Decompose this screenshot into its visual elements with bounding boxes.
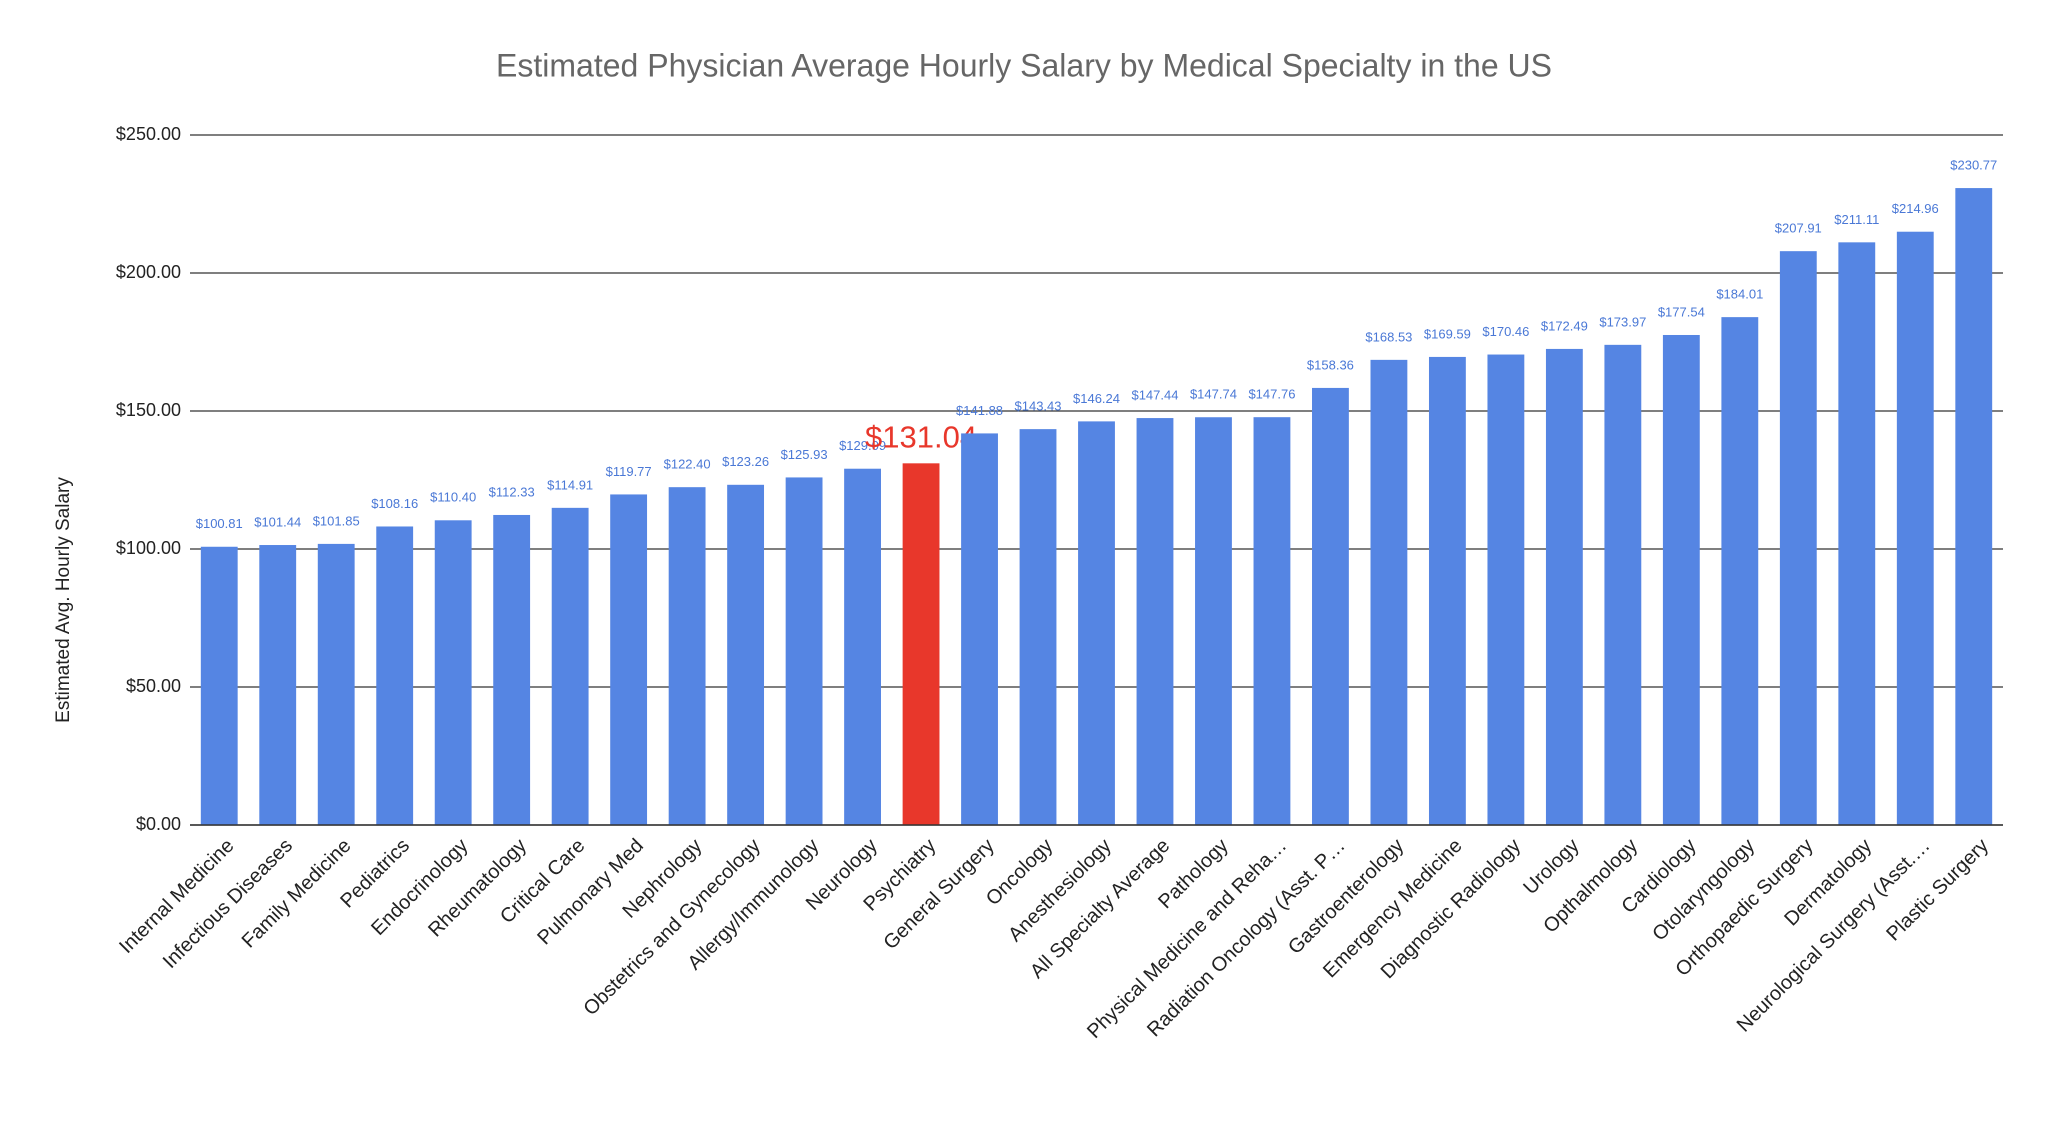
value-label: $110.40 <box>430 490 476 505</box>
bar <box>1662 334 1700 825</box>
value-label: $169.59 <box>1424 326 1471 341</box>
value-label: $158.36 <box>1307 357 1354 372</box>
bar <box>1721 317 1759 825</box>
value-label: $211.11 <box>1834 212 1879 227</box>
bar <box>1896 231 1934 826</box>
bar <box>1078 421 1115 825</box>
bar <box>1136 418 1174 825</box>
y-tick-label: $0.00 <box>136 814 181 834</box>
bar <box>961 433 998 825</box>
bar <box>551 507 589 825</box>
value-label: $129.09 <box>839 438 886 453</box>
value-label: $122.40 <box>664 457 711 472</box>
value-label: $108.16 <box>371 496 418 511</box>
bar <box>1428 356 1466 825</box>
bar <box>1604 344 1642 825</box>
y-tick-label: $150.00 <box>116 400 181 420</box>
value-label: $177.54 <box>1658 304 1705 319</box>
bar <box>1955 188 1993 825</box>
bar <box>1487 354 1525 825</box>
value-label: $131.04 <box>865 420 977 455</box>
bar <box>727 484 765 825</box>
y-tick-label: $100.00 <box>116 538 181 558</box>
y-tick-label: $50.00 <box>126 676 181 696</box>
value-label: $125.93 <box>781 447 828 462</box>
value-label: $101.44 <box>254 514 301 529</box>
bar <box>1253 417 1291 825</box>
value-label: $214.96 <box>1892 201 1939 216</box>
bar <box>434 520 472 825</box>
value-label: $184.01 <box>1716 287 1763 302</box>
value-label: $207.91 <box>1775 221 1822 236</box>
value-label: $173.97 <box>1599 314 1646 329</box>
value-label: $143.43 <box>1015 399 1062 414</box>
value-label: $147.44 <box>1131 388 1178 403</box>
bar <box>610 494 648 825</box>
value-label: $168.53 <box>1365 329 1412 344</box>
bar <box>902 463 940 825</box>
value-label: $100.81 <box>196 516 243 531</box>
bar <box>493 514 531 825</box>
bar <box>200 546 238 825</box>
value-label: $101.85 <box>313 513 360 528</box>
value-label: $147.76 <box>1248 387 1295 402</box>
bar <box>1838 242 1876 825</box>
value-label: $230.77 <box>1950 158 1997 173</box>
chart-title: Estimated Physician Average Hourly Salar… <box>496 47 1552 83</box>
bar <box>1312 387 1349 825</box>
y-tick-label: $250.00 <box>116 124 181 144</box>
value-label: $119.77 <box>606 464 652 479</box>
y-tick-label: $200.00 <box>116 262 181 282</box>
bar <box>259 545 297 825</box>
bar <box>317 543 355 825</box>
bar <box>1019 429 1057 825</box>
value-label: $172.49 <box>1541 318 1588 333</box>
value-label: $141.88 <box>956 403 1003 418</box>
bar <box>844 468 881 825</box>
bar <box>668 487 706 825</box>
bar <box>1779 251 1817 825</box>
value-label: $114.91 <box>547 477 593 492</box>
value-label: $146.24 <box>1073 391 1120 406</box>
bar <box>376 526 414 825</box>
value-label: $123.26 <box>722 454 769 469</box>
value-label: $170.46 <box>1482 324 1529 339</box>
bar <box>1545 348 1583 825</box>
value-label: $147.74 <box>1190 387 1237 402</box>
y-axis-label: Estimated Avg. Hourly Salary <box>53 477 74 723</box>
bar <box>1195 417 1232 825</box>
bar <box>1370 359 1408 825</box>
bar <box>785 477 823 825</box>
value-label: $112.33 <box>489 484 535 499</box>
